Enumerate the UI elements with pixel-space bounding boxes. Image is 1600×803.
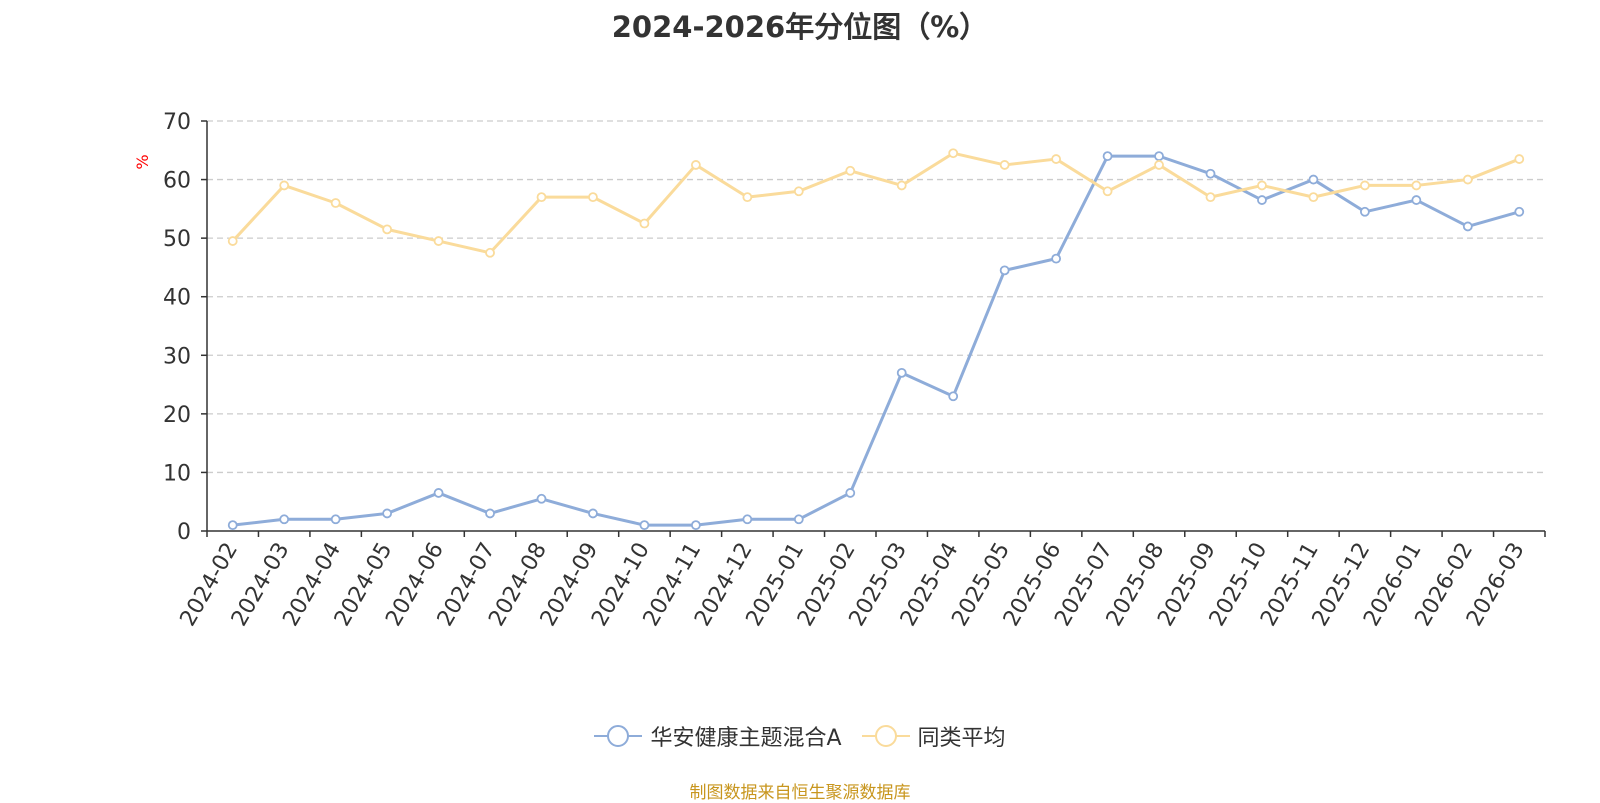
data-point-series-1 <box>485 508 495 519</box>
data-point-series-1 <box>1051 253 1062 264</box>
data-point-series-2 <box>1308 192 1319 203</box>
data-point-series-2 <box>1051 154 1062 164</box>
y-tick-label: 30 <box>163 344 191 369</box>
data-point-series-1 <box>1102 151 1113 162</box>
data-point-series-2 <box>896 180 907 191</box>
data-point-series-2 <box>690 160 701 170</box>
data-point-series-1 <box>845 488 856 498</box>
data-point-series-2 <box>279 180 290 191</box>
data-point-series-1 <box>279 514 290 525</box>
y-tick-label: 10 <box>163 461 191 486</box>
legend-item-series-2[interactable]: 同类平均 <box>861 720 1006 752</box>
y-tick-label: 20 <box>163 403 191 428</box>
data-point-series-2 <box>433 236 444 246</box>
series-lines <box>231 151 1520 527</box>
legend-item-series-1[interactable]: 华安健康主题混合A <box>594 720 842 752</box>
data-point-series-2 <box>1411 180 1422 191</box>
data-point-series-2 <box>227 236 238 246</box>
data-point-series-1 <box>1308 174 1319 185</box>
data-point-series-2 <box>382 224 393 235</box>
data-point-series-2 <box>1205 192 1216 203</box>
data-point-series-2 <box>1359 180 1370 191</box>
data-point-series-2 <box>742 192 753 203</box>
data-point-series-1 <box>793 514 804 525</box>
data-point-series-1 <box>588 508 598 519</box>
legend-label-series-1: 华安健康主题混合A <box>650 726 842 751</box>
series-line-1 <box>232 154 1520 527</box>
data-point-series-2 <box>793 186 804 197</box>
y-tick-label: 50 <box>163 227 191 252</box>
data-point-series-1 <box>433 488 444 498</box>
data-point-series-2 <box>1462 174 1473 185</box>
data-point-series-1 <box>536 493 547 504</box>
data-point-series-1 <box>896 367 907 378</box>
data-point-series-2 <box>1102 186 1113 197</box>
data-point-series-2 <box>588 192 598 203</box>
data-point-series-2 <box>485 247 495 258</box>
legend-line-circle-icon <box>594 725 643 747</box>
data-point-series-1 <box>1462 221 1473 232</box>
data-point-series-2 <box>536 192 547 203</box>
data-point-series-1 <box>330 514 341 525</box>
legend: 华安健康主题混合A 同类平均 <box>0 720 1600 752</box>
series-line-2 <box>231 151 1520 255</box>
data-point-series-1 <box>999 265 1010 276</box>
legend-line-circle-icon <box>861 725 910 747</box>
y-tick-label: 70 <box>163 110 191 135</box>
data-point-series-1 <box>639 520 650 531</box>
data-point-series-1 <box>948 391 959 402</box>
line-chart: 0102030405060702024-022024-032024-042024… <box>133 110 1546 631</box>
y-tick-label: 0 <box>177 520 191 545</box>
data-point-series-2 <box>1257 180 1267 191</box>
y-axis-label: % <box>133 154 152 169</box>
data-point-series-1 <box>382 508 393 519</box>
data-point-series-2 <box>1154 160 1164 170</box>
data-point-series-2 <box>999 160 1010 170</box>
data-point-series-1 <box>1514 206 1525 217</box>
data-point-series-1 <box>1257 195 1267 205</box>
chart-title: 2024-2026年分位图（%） <box>611 10 989 44</box>
y-tick-label: 60 <box>163 169 191 194</box>
data-point-series-1 <box>1154 151 1164 162</box>
data-source-note: 制图数据来自恒生聚源数据库 <box>689 783 911 803</box>
data-point-series-1 <box>1411 195 1422 205</box>
data-point-series-2 <box>330 198 341 208</box>
y-tick-label: 40 <box>163 286 191 311</box>
data-point-series-1 <box>227 520 238 531</box>
data-point-series-1 <box>1205 168 1216 179</box>
data-point-series-2 <box>639 218 650 229</box>
axes: 0102030405060702024-022024-032024-042024… <box>163 110 1546 631</box>
legend-label-series-2: 同类平均 <box>917 726 1006 751</box>
data-point-series-1 <box>690 520 701 531</box>
data-point-series-2 <box>845 165 856 176</box>
grid-lines <box>207 120 1545 474</box>
data-point-series-1 <box>1359 206 1370 217</box>
data-point-series-1 <box>742 514 753 525</box>
data-point-series-2 <box>948 148 959 159</box>
series-points <box>227 148 1525 531</box>
data-point-series-2 <box>1514 154 1525 164</box>
